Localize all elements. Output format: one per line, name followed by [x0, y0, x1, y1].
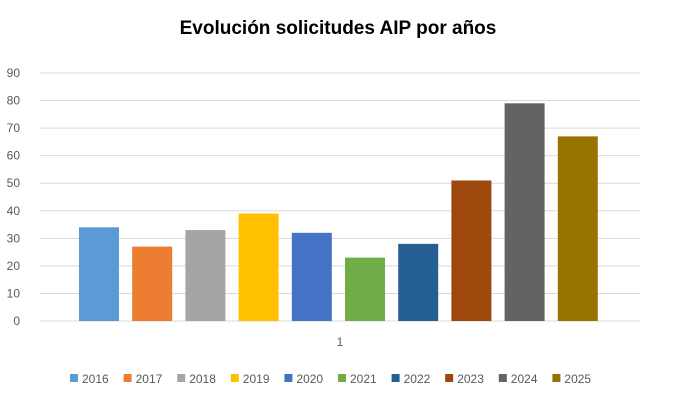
legend-item-2022: 2022	[391, 372, 431, 386]
legend-label: 2023	[457, 372, 484, 386]
legend-swatch	[284, 374, 293, 382]
legend-label: 2025	[564, 372, 591, 386]
y-tick-label: 90	[7, 66, 21, 80]
y-tick-label: 20	[7, 259, 21, 273]
bar-2023	[451, 180, 492, 321]
legend-item-2017: 2017	[123, 372, 163, 386]
y-tick-label: 0	[13, 314, 20, 328]
legend-swatch	[391, 374, 400, 382]
y-tick-label: 50	[7, 176, 21, 190]
bar-2019	[238, 213, 279, 321]
y-tick-label: 40	[7, 204, 21, 218]
legend-label: 2017	[136, 372, 163, 386]
bar-2022	[398, 243, 439, 321]
legend-item-2016: 2016	[70, 372, 109, 386]
bar-2018	[185, 230, 226, 321]
legend-swatch	[70, 374, 78, 382]
legend-item-2019: 2019	[230, 372, 270, 386]
legend-label: 2024	[511, 372, 538, 386]
legend-label: 2018	[189, 372, 216, 386]
y-tick-label: 60	[7, 149, 21, 163]
legend-item-2023: 2023	[445, 372, 484, 386]
legend-item-2025: 2025	[552, 372, 591, 386]
legend-item-2021: 2021	[338, 372, 377, 386]
legend-label: 2016	[82, 372, 109, 386]
legend-swatch	[177, 374, 186, 382]
bar-2017	[132, 246, 173, 321]
legend-item-2020: 2020	[284, 372, 323, 386]
legend-swatch	[445, 374, 454, 382]
y-tick-label: 30	[7, 231, 21, 245]
legend-label: 2019	[243, 372, 270, 386]
legend-swatch	[230, 374, 239, 382]
bar-2020	[291, 232, 332, 321]
legend-label: 2022	[404, 372, 431, 386]
bar-2025	[557, 136, 598, 321]
legend-swatch	[338, 374, 346, 382]
x-tick-label: 1	[337, 335, 344, 349]
bar-2016	[79, 227, 119, 321]
y-tick-label: 70	[7, 121, 21, 135]
y-tick-label: 80	[7, 94, 21, 108]
chart-title: Evolución solicitudes AIP por años	[180, 18, 497, 39]
legend-label: 2020	[296, 372, 323, 386]
legend-label: 2021	[350, 372, 377, 386]
y-tick-label: 10	[7, 286, 21, 300]
bar-2024	[504, 103, 545, 321]
legend-item-2024: 2024	[498, 372, 538, 386]
legend-swatch	[552, 374, 561, 382]
legend-swatch	[123, 374, 132, 382]
legend-item-2018: 2018	[177, 372, 216, 386]
legend-swatch	[498, 374, 507, 382]
bar-2021	[345, 257, 385, 321]
